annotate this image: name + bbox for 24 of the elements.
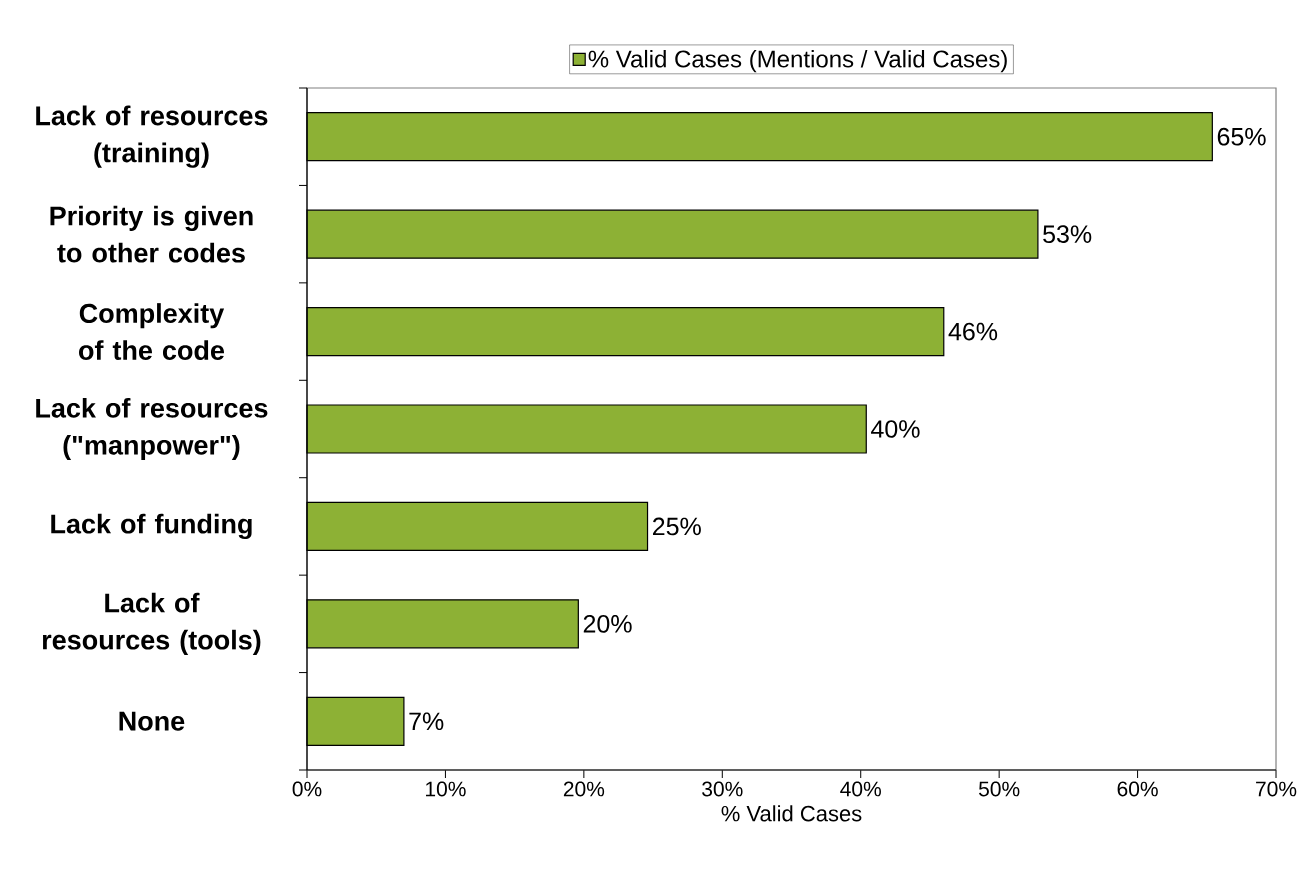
y-tick-label: Lack of funding (51, 513, 252, 540)
x-tick-label: 20% (563, 781, 605, 797)
y-tick-label: Lack of resources (training) (36, 105, 268, 168)
y-tick-label: Lack of resources (tools) (42, 592, 261, 655)
x-tick-label: 50% (978, 781, 1020, 797)
x-tick-label: 60% (1117, 781, 1158, 797)
legend-label: % Valid Cases (Mentions / Valid Cases) (588, 49, 1007, 73)
text: 25% (652, 517, 701, 536)
text: 46% (948, 322, 998, 341)
x-tick-label: 10% (426, 781, 466, 797)
text: 40% (871, 420, 920, 438)
y-tick-label: None (119, 711, 185, 731)
x-tick-label: 70% (1256, 781, 1297, 797)
y-tick-label: Lack of resources ("manpower") (36, 397, 268, 461)
y-tick-label: Complexity of the code (79, 303, 225, 360)
x-axis-title: % Valid Cases (721, 805, 862, 822)
text: 20% (583, 615, 632, 633)
x-tick-label: 30% (702, 781, 743, 797)
text: 7% (409, 712, 444, 731)
x-tick-label: 40% (840, 781, 881, 797)
text: 53% (1043, 225, 1092, 243)
y-tick-label: Priority is given to other codes (50, 205, 253, 263)
x-tick-label: 0% (292, 781, 322, 797)
text: 65% (1217, 127, 1266, 146)
